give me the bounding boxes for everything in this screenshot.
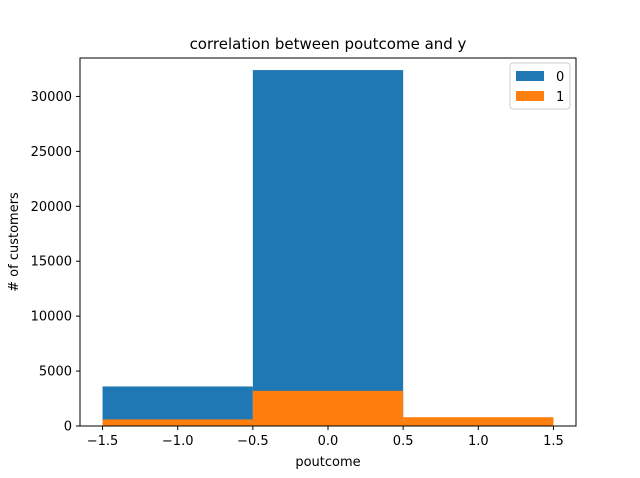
y-axis-ticks: 0 5000 10000 15000 20000 25000 30000 bbox=[31, 90, 80, 435]
x-tick-label: −1.0 bbox=[162, 434, 194, 449]
bar-series-1-bin-1 bbox=[252, 390, 404, 426]
y-tick-label: 25000 bbox=[31, 145, 72, 160]
x-tick-label: 1.0 bbox=[468, 434, 489, 449]
bar-series-0-bin-1 bbox=[252, 70, 404, 426]
y-tick-label: 15000 bbox=[31, 255, 72, 270]
x-tick-label: −1.5 bbox=[87, 434, 119, 449]
legend-swatch-0 bbox=[516, 71, 544, 81]
legend: 01 bbox=[509, 62, 571, 110]
y-tick-label: 20000 bbox=[31, 200, 72, 215]
y-tick-label: 0 bbox=[64, 420, 72, 435]
x-tick-label: 0.0 bbox=[318, 434, 339, 449]
x-tick-label: 0.5 bbox=[393, 434, 414, 449]
legend-label-0: 0 bbox=[556, 70, 564, 85]
legend-label-1: 1 bbox=[556, 90, 564, 105]
x-axis-label: poutcome bbox=[295, 455, 360, 470]
y-axis-label: # of customers bbox=[7, 192, 22, 292]
chart-title: correlation between poutcome and y bbox=[190, 35, 467, 53]
y-tick-label: 5000 bbox=[39, 365, 72, 380]
bar-series-1-bin-2 bbox=[403, 417, 554, 426]
x-tick-label: −0.5 bbox=[237, 434, 269, 449]
bar-series-1-bin-0 bbox=[102, 419, 253, 426]
bars-layer bbox=[102, 70, 554, 426]
y-tick-label: 10000 bbox=[31, 310, 72, 325]
x-tick-label: 1.5 bbox=[543, 434, 564, 449]
x-axis-ticks: −1.5 −1.0 −0.5 0.0 0.5 1.0 1.5 bbox=[87, 426, 564, 449]
y-tick-label: 30000 bbox=[31, 90, 72, 105]
legend-swatch-1 bbox=[516, 91, 544, 101]
